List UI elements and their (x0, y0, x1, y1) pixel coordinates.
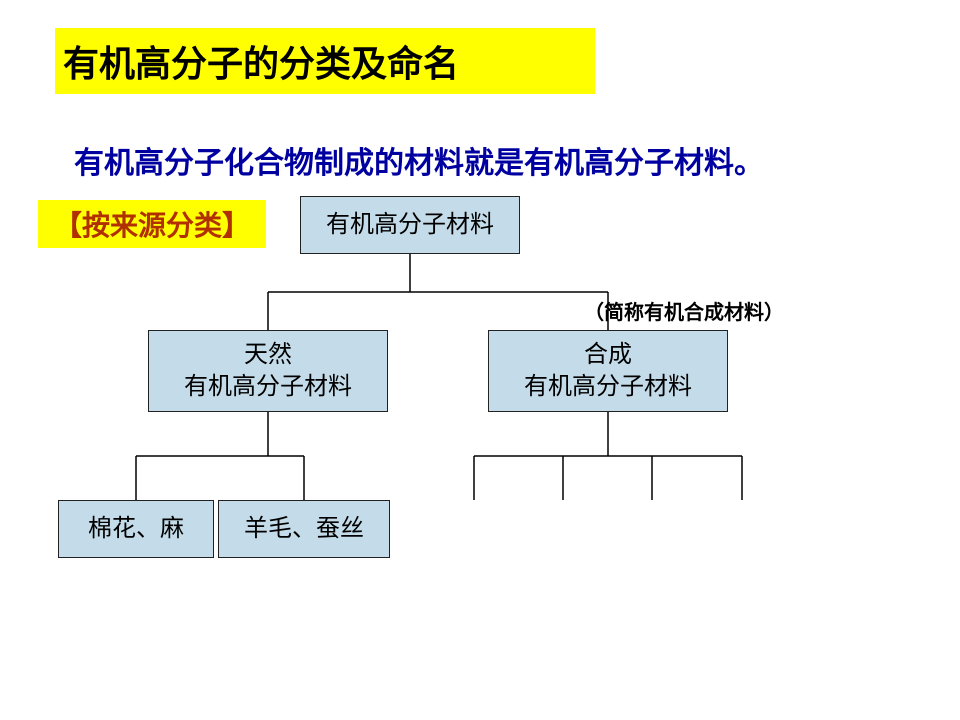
connector-lines (0, 0, 960, 720)
node-leaf-wool: 羊毛、蚕丝 (218, 500, 390, 558)
node-leaf-wool-label: 羊毛、蚕丝 (244, 513, 364, 545)
node-root-line1: 有机高分子材料 (326, 209, 494, 241)
node-natural: 天然 有机高分子材料 (148, 330, 388, 412)
node-root: 有机高分子材料 (300, 196, 520, 254)
page-title: 有机高分子的分类及命名 (55, 28, 595, 94)
category-tag: 【按来源分类】 (38, 200, 266, 248)
node-synthetic-line1: 合成 (584, 339, 632, 371)
node-natural-line2: 有机高分子材料 (184, 371, 352, 403)
node-synthetic-line2: 有机高分子材料 (524, 371, 692, 403)
node-natural-line1: 天然 (244, 339, 292, 371)
node-leaf-cotton-label: 棉花、麻 (88, 513, 184, 545)
node-leaf-cotton: 棉花、麻 (58, 500, 214, 558)
node-synthetic: 合成 有机高分子材料 (488, 330, 728, 412)
page-description: 有机高分子化合物制成的材料就是有机高分子材料。 (74, 138, 764, 182)
synthetic-note: （简称有机合成材料） (584, 296, 784, 325)
